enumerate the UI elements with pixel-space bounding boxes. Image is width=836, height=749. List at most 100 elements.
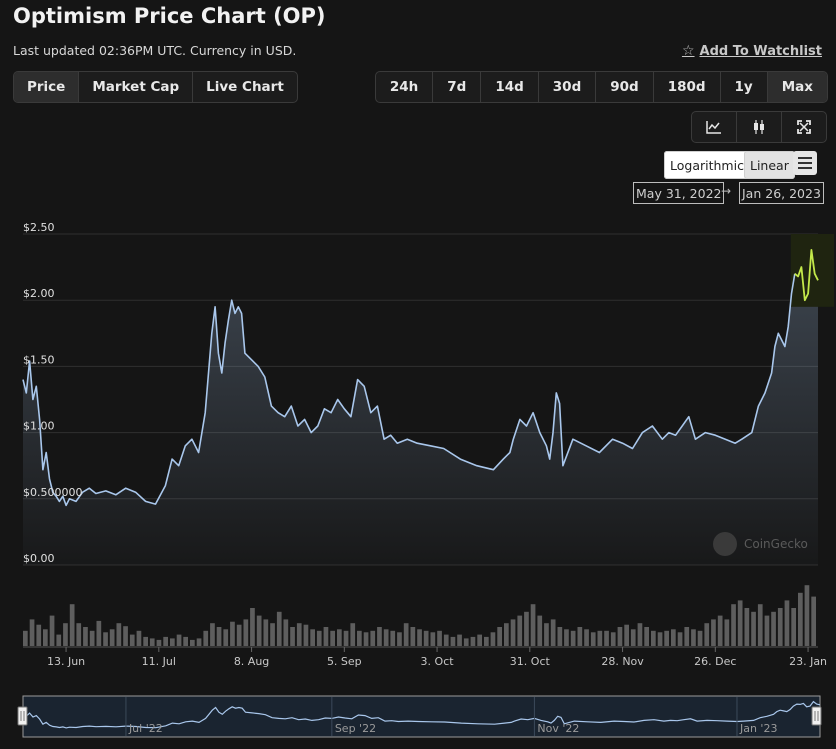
- x-tick-label: 26. Dec: [694, 655, 736, 668]
- volume-bar: [156, 639, 162, 646]
- line-chart-button[interactable]: [692, 112, 737, 142]
- volume-bar: [443, 634, 449, 646]
- date-to-input[interactable]: Jan 26, 2023: [739, 182, 824, 204]
- volume-bar: [437, 630, 442, 646]
- volume-bar: [717, 615, 723, 646]
- volume-bar: [183, 636, 188, 646]
- volume-bar: [490, 632, 496, 646]
- volume-bar: [751, 611, 756, 646]
- volume-bar: [256, 615, 262, 646]
- range-180d-button[interactable]: 180d: [654, 72, 721, 102]
- x-tick-label: 8. Aug: [234, 655, 269, 668]
- x-tick-label: 5. Sep: [327, 655, 362, 668]
- volume-bar: [630, 629, 636, 646]
- watermark-text: CoinGecko: [744, 537, 808, 551]
- range-90d-button[interactable]: 90d: [596, 72, 654, 102]
- volume-bar: [684, 627, 690, 646]
- volume-bar: [36, 624, 42, 646]
- volume-bar: [771, 611, 776, 646]
- volume-bar: [504, 623, 509, 646]
- volume-bar: [403, 623, 409, 646]
- y-tick-label: $1.50: [23, 353, 55, 366]
- volume-bar: [56, 634, 62, 646]
- navigator-tick-label: Sep '22: [335, 722, 376, 735]
- page-title: Optimism Price Chart (OP): [13, 4, 326, 28]
- chart-type-toggle: [691, 111, 827, 143]
- volume-bar: [129, 634, 135, 646]
- navigator-handle-right[interactable]: [811, 706, 822, 726]
- range-30d-button[interactable]: 30d: [539, 72, 597, 102]
- y-tick-label: $1.00: [23, 420, 55, 433]
- volume-bar: [83, 627, 88, 646]
- volume-bar: [210, 623, 215, 646]
- logarithmic-scale-button[interactable]: Logarithmic: [664, 151, 750, 179]
- x-tick-label: 11. Jul: [142, 655, 176, 668]
- tab-live-chart[interactable]: Live Chart: [206, 79, 284, 95]
- navigator-tick-label: Jan '23: [739, 722, 777, 735]
- volume-bar: [764, 615, 770, 646]
- add-to-watchlist-link[interactable]: ☆ Add To Watchlist: [682, 43, 822, 59]
- tab-market-cap[interactable]: Market Cap: [79, 72, 194, 102]
- price-line-recent: [794, 249, 819, 302]
- volume-bar: [283, 619, 289, 646]
- volume-bar: [49, 615, 55, 646]
- navigator-handle-left[interactable]: [17, 706, 28, 726]
- range-24h-button[interactable]: 24h: [376, 72, 434, 102]
- volume-bar: [804, 585, 810, 646]
- volume-bar: [677, 632, 683, 646]
- volume-bar: [430, 632, 436, 646]
- volume-bar: [23, 630, 28, 646]
- volume-bar: [29, 619, 35, 646]
- navigator[interactable]: Jul '22 Sep '22 Nov '22 Jan '23: [17, 695, 822, 738]
- y-tick-label: $0.500000: [23, 486, 83, 499]
- volume-bar: [510, 619, 516, 646]
- volume-bar: [377, 627, 382, 646]
- volume-bar: [310, 629, 315, 646]
- hamburger-menu-icon[interactable]: [793, 151, 817, 175]
- volume-bar: [176, 634, 182, 646]
- volume-bar: [570, 630, 576, 646]
- volume-bar: [290, 627, 295, 646]
- navigator-tick-label: Nov '22: [537, 722, 579, 735]
- volume-bar: [270, 623, 275, 646]
- volume-bar: [784, 600, 790, 646]
- date-from-input[interactable]: May 31, 2022: [633, 182, 725, 204]
- volume-bar: [450, 636, 456, 646]
- volume-bar: [330, 630, 335, 646]
- volume-bar: [303, 624, 309, 646]
- star-icon: ☆: [681, 43, 695, 59]
- volume-bar: [230, 621, 235, 646]
- tab-price[interactable]: Price: [14, 72, 80, 102]
- line-chart-icon: [706, 121, 721, 134]
- volume-bar: [363, 632, 369, 646]
- volume-bar: [69, 604, 75, 646]
- range-14d-button[interactable]: 14d: [481, 72, 539, 102]
- range-7d-button[interactable]: 7d: [433, 72, 482, 102]
- volume-bar: [357, 630, 362, 646]
- volume-bar: [149, 638, 155, 646]
- candlestick-button[interactable]: [737, 112, 782, 142]
- range-max-button[interactable]: Max: [767, 72, 827, 102]
- y-tick-label: $2.50: [23, 221, 55, 234]
- coingecko-watermark: CoinGecko: [713, 532, 808, 556]
- volume-bar: [370, 630, 376, 646]
- volume-bar: [43, 629, 48, 646]
- volume-bar: [664, 630, 669, 646]
- volume-bar: [697, 630, 703, 646]
- volume-bar: [423, 630, 429, 646]
- volume-bar: [96, 620, 102, 646]
- volume-bar: [470, 636, 476, 646]
- volume-bar: [143, 636, 148, 646]
- volume-bar: [624, 624, 629, 646]
- volume-bar: [236, 624, 242, 646]
- volume-bar: [103, 632, 108, 646]
- date-range-arrow: →: [721, 184, 732, 198]
- navigator-line: [22, 700, 821, 729]
- volume-bar: [417, 629, 422, 646]
- fullscreen-button[interactable]: [782, 112, 826, 142]
- linear-scale-button[interactable]: Linear: [744, 151, 795, 179]
- volume-bar: [524, 611, 529, 646]
- volume-bar: [216, 627, 222, 646]
- range-1y-button[interactable]: 1y: [721, 72, 768, 102]
